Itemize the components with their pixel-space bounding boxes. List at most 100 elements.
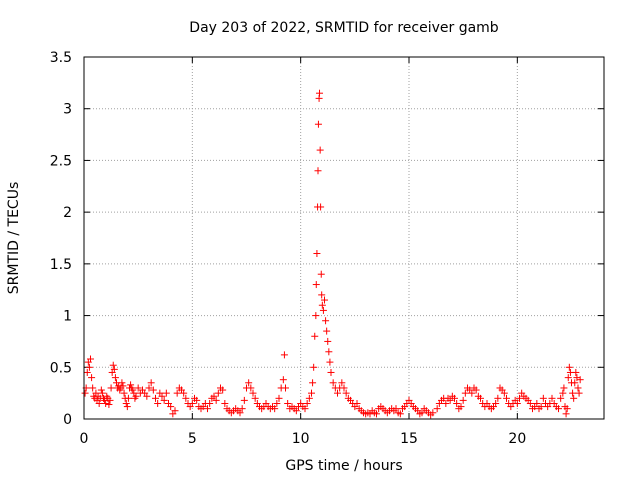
data-point-marker xyxy=(314,120,322,128)
data-point-marker xyxy=(210,392,218,400)
data-point-marker xyxy=(327,368,335,376)
data-point-marker xyxy=(459,396,467,404)
data-point-marker xyxy=(160,396,168,404)
data-point-marker xyxy=(158,392,166,400)
data-point-marker xyxy=(539,394,547,402)
data-point-marker xyxy=(313,250,321,258)
data-point-marker xyxy=(338,379,346,387)
data-point-marker xyxy=(292,407,300,415)
data-point-marker xyxy=(111,374,119,382)
data-point-marker xyxy=(340,384,348,392)
data-point-marker xyxy=(324,337,332,345)
data-point-marker xyxy=(308,389,315,397)
data-point-marker xyxy=(81,389,89,397)
data-point-marker xyxy=(145,384,153,392)
data-point-marker xyxy=(124,394,132,402)
data-point-marker xyxy=(219,386,227,394)
data-point-marker xyxy=(240,396,248,404)
data-point-marker xyxy=(559,389,567,397)
grid xyxy=(84,57,604,419)
data-point-marker xyxy=(575,389,583,397)
data-point-marker xyxy=(516,394,523,402)
data-point-marker xyxy=(147,379,155,387)
data-point-marker xyxy=(562,410,570,418)
plot-frame xyxy=(83,56,605,420)
data-point-marker xyxy=(576,376,584,384)
data-point-marker xyxy=(171,407,179,415)
y-tick-label: 0.5 xyxy=(50,360,72,376)
chart-title: Day 203 of 2022, SRMTID for receiver gam… xyxy=(189,20,499,36)
data-point-marker xyxy=(275,394,283,402)
y-tick-label: 3 xyxy=(63,102,72,118)
data-point-marker xyxy=(396,410,404,418)
data-point-marker xyxy=(83,368,91,376)
data-point-marker xyxy=(249,389,257,397)
y-tick-label: 1 xyxy=(63,309,72,325)
data-point-marker xyxy=(245,379,253,387)
data-point-marker xyxy=(154,399,162,407)
data-point-marker xyxy=(574,384,582,392)
data-point-marker xyxy=(110,365,118,373)
data-point-marker xyxy=(451,394,458,402)
data-point-marker xyxy=(526,399,534,407)
data-point-marker xyxy=(206,399,214,407)
data-point-marker xyxy=(513,399,521,407)
data-point-marker xyxy=(472,386,480,394)
data-point-marker xyxy=(570,394,578,402)
data-point-marker xyxy=(167,403,175,411)
data-point-marker xyxy=(271,405,279,413)
data-point-marker xyxy=(106,396,114,404)
data-point-marker xyxy=(134,384,142,392)
data-point-marker xyxy=(433,405,441,413)
data-point-marker xyxy=(329,379,337,387)
y-tick-label: 3.5 xyxy=(50,50,72,66)
data-point-marker xyxy=(319,306,327,314)
data-points xyxy=(81,89,584,419)
data-point-marker xyxy=(303,399,311,407)
data-point-marker xyxy=(95,399,103,407)
data-point-marker xyxy=(503,394,510,402)
data-point-marker xyxy=(453,399,461,407)
data-point-marker xyxy=(533,399,541,407)
data-point-marker xyxy=(334,389,341,397)
y-tick-label: 2.5 xyxy=(50,153,72,169)
data-point-marker xyxy=(342,389,350,397)
data-point-marker xyxy=(305,394,313,402)
data-point-marker xyxy=(563,405,571,413)
data-point-marker xyxy=(279,376,287,384)
data-point-marker xyxy=(107,384,115,392)
data-point-marker xyxy=(429,409,437,417)
data-point-marker xyxy=(325,348,333,356)
data-point-marker xyxy=(353,399,361,407)
data-point-marker xyxy=(193,396,201,404)
data-point-marker xyxy=(316,146,324,154)
data-point-marker xyxy=(494,394,502,402)
data-point-marker xyxy=(149,386,157,394)
data-point-marker xyxy=(468,389,476,397)
data-point-marker xyxy=(461,389,469,397)
data-point-marker xyxy=(282,384,289,392)
data-point-marker xyxy=(162,389,170,397)
data-point-marker xyxy=(122,399,130,407)
data-point-marker xyxy=(182,394,190,402)
data-point-marker xyxy=(318,291,326,299)
data-point-marker xyxy=(221,399,229,407)
data-point-marker xyxy=(119,382,127,390)
data-point-marker xyxy=(322,317,330,325)
data-point-marker xyxy=(273,399,281,407)
data-point-marker xyxy=(442,399,450,407)
data-point-marker xyxy=(87,355,94,363)
y-tick-label: 0 xyxy=(63,412,72,428)
x-tick-label: 0 xyxy=(80,431,89,447)
y-axis-ticks: 0 0.5 1 1.5 2 2.5 3 3.5 xyxy=(50,50,604,428)
data-point-marker xyxy=(560,384,568,392)
data-point-marker xyxy=(500,389,508,397)
x-tick-label: 5 xyxy=(188,431,197,447)
data-point-marker xyxy=(105,401,113,409)
data-point-marker xyxy=(569,389,577,397)
data-point-marker xyxy=(457,403,465,411)
data-point-marker xyxy=(88,374,96,382)
data-point-marker xyxy=(132,392,140,400)
